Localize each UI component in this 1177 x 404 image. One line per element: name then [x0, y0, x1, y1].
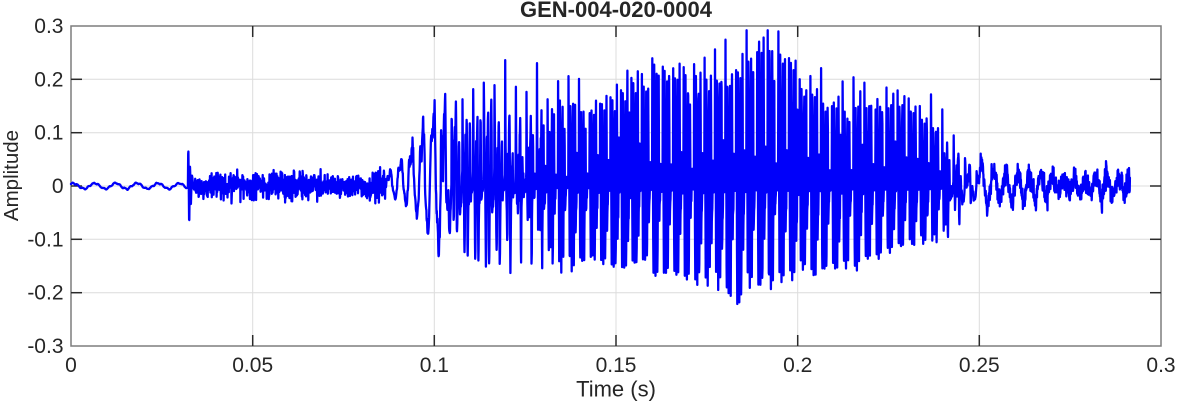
svg-text:0: 0	[65, 354, 77, 377]
svg-text:0.1: 0.1	[34, 122, 63, 145]
svg-text:Amplitude: Amplitude	[0, 130, 23, 221]
svg-text:GEN-004-020-0004: GEN-004-020-0004	[520, 0, 713, 22]
svg-text:0.1: 0.1	[420, 354, 449, 377]
svg-text:0.3: 0.3	[1146, 354, 1175, 377]
svg-text:0.25: 0.25	[959, 354, 1000, 377]
svg-text:-0.1: -0.1	[27, 228, 63, 251]
svg-text:Time (s): Time (s)	[576, 377, 656, 402]
svg-text:0.3: 0.3	[34, 15, 63, 38]
svg-text:-0.3: -0.3	[27, 335, 63, 358]
svg-text:0: 0	[52, 175, 64, 198]
svg-text:0.2: 0.2	[34, 68, 63, 91]
svg-text:0.2: 0.2	[783, 354, 812, 377]
svg-text:0.15: 0.15	[596, 354, 637, 377]
svg-text:-0.2: -0.2	[27, 282, 63, 305]
svg-text:0.05: 0.05	[232, 354, 273, 377]
